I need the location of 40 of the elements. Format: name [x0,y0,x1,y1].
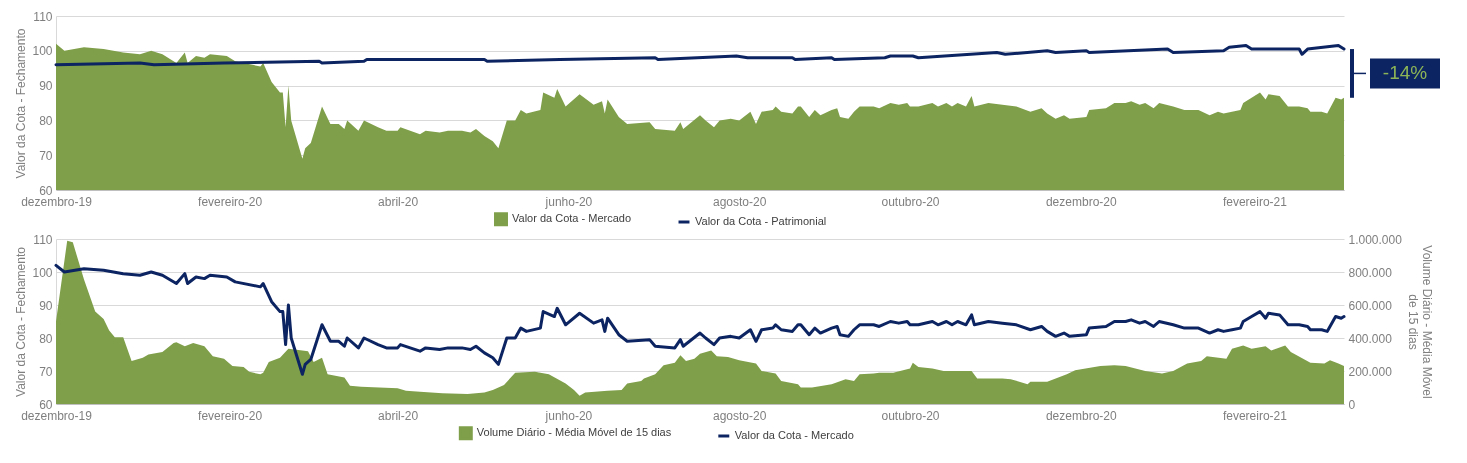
x-tick-label: junho-20 [544,194,593,209]
x-tick-label: junho-20 [544,408,593,423]
text: -14% [1382,62,1428,84]
y2-tick-label: 0 [1348,397,1356,412]
y-axis-title: Valor da Cota - Fechamento [14,28,29,179]
legend-label: Valor da Cota - Mercado [734,429,854,441]
x-tick-label: fevereiro-21 [1222,194,1288,209]
y-tick-label: 90 [39,79,53,94]
y2-axis-title: Volume Diário - Média Móvel de 15 dias [1405,245,1434,399]
line-series [54,263,1346,376]
x-tick-label: outubro-20 [881,194,940,209]
y-tick-label: 110 [33,232,53,247]
legend-label: Valor da Cota - Patrimonial [695,215,827,227]
legend-label: Valor da Cota - Mercado [512,212,632,225]
y2-tick-label: 1.000.000 [1348,232,1403,247]
y2-tick-label: 600.000 [1348,298,1393,313]
y-tick-label: 80 [39,331,53,346]
y-tick-label: 110 [33,9,53,24]
y2-tick-label: 200.000 [1348,364,1393,379]
y-tick-label: 70 [39,364,53,379]
x-tick-label: dezembro-20 [1045,408,1117,423]
x-tick-label: outubro-20 [881,408,940,423]
y-tick-label: 70 [39,148,53,163]
x-tick-label: abril-20 [378,194,419,209]
x-tick-label: fevereiro-20 [198,194,263,209]
y-tick-label: 100 [32,44,53,59]
x-tick-label: agosto-20 [713,408,767,423]
y-axis-title: Valor da Cota - Fechamento [14,246,29,397]
y-tick-label: 80 [39,113,53,128]
x-tick-label: dezembro-20 [1045,194,1117,209]
legend-label: Volume Diário - Média Móvel de 15 dias [476,426,672,439]
x-tick-label: fevereiro-21 [1222,408,1288,423]
line-series [54,44,1346,67]
x-tick-label: abril-20 [378,408,419,423]
y2-tick-label: 800.000 [1348,265,1393,280]
y-tick-label: 90 [39,298,53,313]
x-tick-label: agosto-20 [713,194,767,209]
y2-tick-label: 400.000 [1348,331,1393,346]
y-tick-label: 100 [32,265,53,280]
x-tick-label: fevereiro-20 [198,408,263,423]
